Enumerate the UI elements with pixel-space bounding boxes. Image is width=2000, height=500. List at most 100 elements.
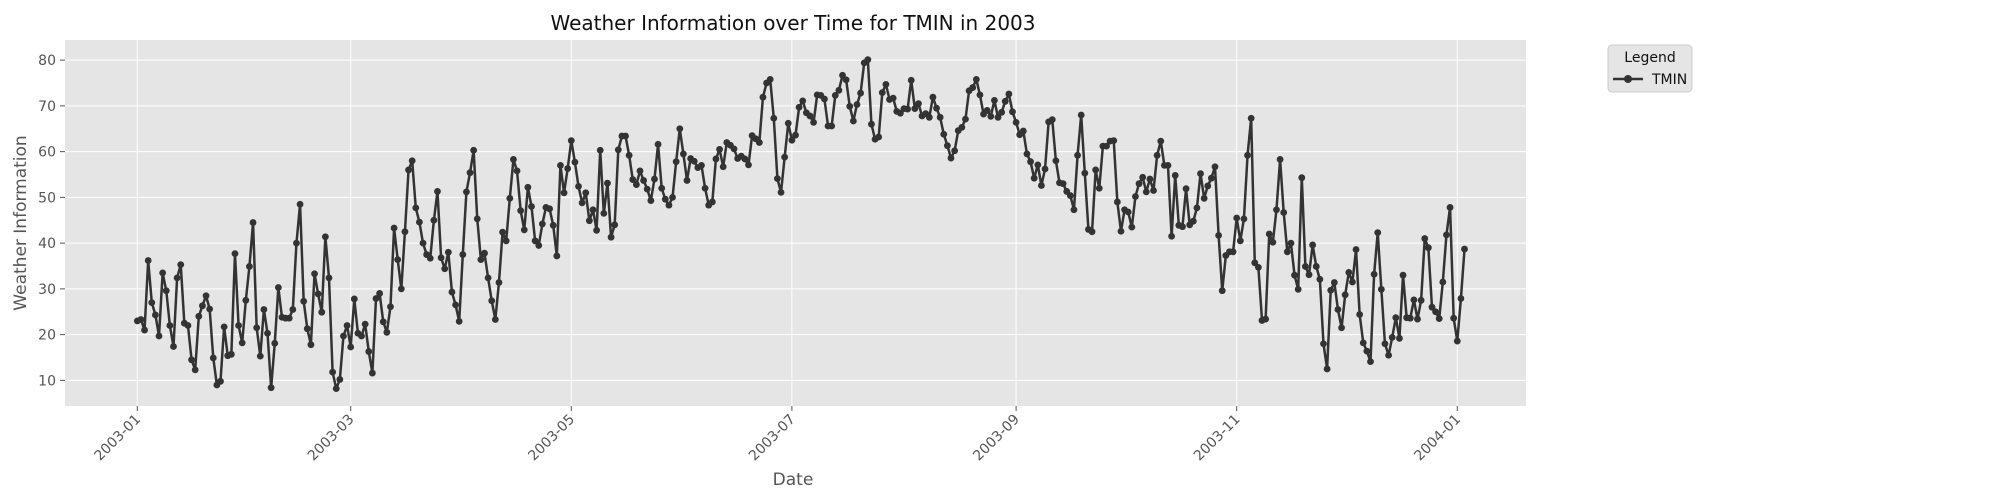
data-point [293,239,300,247]
data-point [1113,198,1121,206]
data-point [1265,230,1273,238]
grid-lines [65,40,1526,406]
x-axis: 2003-01 2003-03 2003-05 2003-07 2003-09 2003-… [91,406,1464,464]
data-point [632,181,640,188]
data-point [672,158,680,166]
data-point [810,118,817,126]
data-point [170,343,177,350]
data-point [1034,161,1042,169]
data-point [994,113,1002,121]
data-point [1450,314,1458,322]
data-point [412,204,420,212]
data-point [969,84,977,91]
data-point [1276,156,1284,163]
data-point [430,216,438,224]
y-axis-label: Weather Information [11,135,31,310]
data-point [227,350,235,358]
data-point [1406,314,1414,322]
data-point [976,91,984,99]
data-point [238,339,246,347]
data-point [452,301,459,309]
data-point [217,377,224,385]
data-point [173,274,181,282]
data-point [372,295,380,302]
data-point [332,385,340,393]
data-point [549,221,557,229]
data-point [188,356,195,364]
data-point [698,161,705,169]
data-point [473,215,481,223]
data-point [1001,97,1009,105]
data-point [600,209,608,217]
data-point [1240,215,1248,223]
data-point [846,102,854,110]
data-point [669,193,676,201]
data-point [1236,237,1244,245]
x-tick-label: 2003-01 [91,412,144,465]
data-point [795,103,803,111]
data-point [1019,127,1027,135]
data-point [1446,204,1454,211]
data-point [745,161,752,169]
data-point [636,167,644,175]
data-point [546,205,553,213]
data-point [1009,108,1016,116]
data-point [1341,291,1349,299]
data-point [943,142,951,150]
data-point [444,248,452,256]
data-point [1128,223,1136,231]
data-point [1168,232,1175,240]
data-point [868,120,875,128]
data-point [195,312,203,320]
data-point [347,343,355,351]
data-point [716,145,723,153]
data-point [1048,116,1056,124]
data-point [1356,311,1364,318]
data-point [661,195,669,203]
data-point [1038,182,1045,189]
data-point [1273,206,1280,214]
data-point [1244,151,1251,159]
data-point [383,328,391,336]
data-point [911,105,919,113]
data-point [1110,137,1118,145]
data-point [191,366,199,374]
data-point [1074,151,1081,159]
data-point [538,220,546,228]
data-point [875,133,883,141]
data-point [770,114,778,122]
data-point [1179,223,1186,231]
data-point [1197,170,1204,177]
data-point [481,249,488,257]
data-point [1349,278,1356,286]
data-point [256,352,264,360]
x-tick-label: 2003-03 [305,412,358,465]
data-point [340,332,347,340]
data-point [1280,209,1288,216]
data-point [300,297,308,305]
data-point [1207,174,1215,182]
data-point [915,100,922,107]
data-point [1059,180,1067,188]
data-point [575,183,582,190]
data-point [766,75,774,83]
data-point [1215,231,1223,239]
data-point [510,156,517,163]
data-point [495,279,503,286]
data-point [1269,238,1277,246]
y-axis: 10 20 30 40 50 60 70 80 [38,53,65,389]
data-point [260,306,268,313]
data-point [1305,271,1313,279]
data-point [1157,137,1165,145]
x-tick-label: 2003-07 [746,412,799,465]
data-point [1392,314,1400,322]
data-point [1439,278,1447,286]
data-point [658,184,666,192]
data-point [792,131,799,139]
data-point [654,140,662,148]
data-point [506,194,514,202]
data-point [987,113,995,120]
data-point [857,89,864,97]
data-point [1211,163,1219,171]
